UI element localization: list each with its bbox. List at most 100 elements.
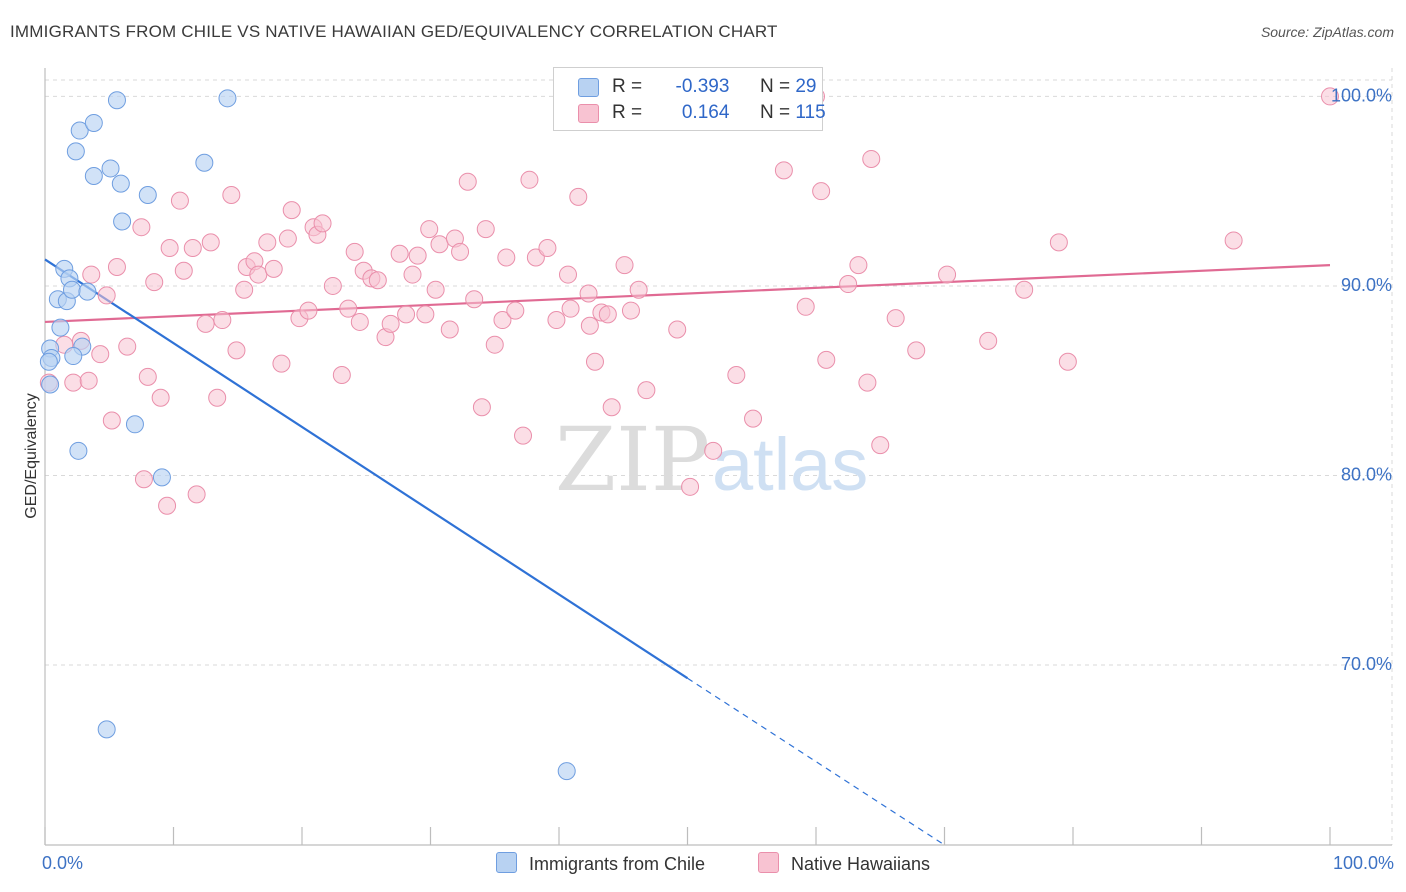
immigrants-from-chile-point	[69, 441, 88, 460]
y-axis-label: GED/Equivalency	[23, 393, 40, 518]
native-hawaiians-point	[538, 239, 557, 258]
native-hawaiians-point	[886, 309, 905, 328]
native-hawaiians-point	[201, 233, 220, 252]
native-hawaiians-point	[774, 161, 793, 180]
native-hawaiians-point	[812, 182, 831, 201]
legend-stats-chile: R = -0.393 N = 29	[612, 76, 817, 97]
immigrants-from-chile-point	[66, 142, 85, 161]
native-hawaiians-point	[264, 259, 283, 278]
native-hawaiians-point	[668, 320, 687, 339]
native-hawaiians-point	[629, 280, 648, 299]
native-hawaiians-point	[602, 398, 621, 417]
native-hawaiians-point	[397, 305, 416, 324]
native-hawaiians-point	[598, 305, 617, 324]
source-label: Source: ZipAtlas.com	[1260, 24, 1394, 40]
native-hawaiians-point	[145, 273, 164, 292]
watermark-zip: ZIP	[555, 408, 710, 511]
bottom-legend-swatch-chile	[496, 852, 517, 873]
native-hawaiians-point	[350, 312, 369, 331]
native-hawaiians-point	[174, 261, 193, 280]
immigrants-from-chile-point	[41, 375, 60, 394]
native-hawaiians-point	[579, 284, 598, 303]
native-hawaiians-point	[506, 301, 525, 320]
native-hawaiians-point	[451, 242, 470, 261]
native-hawaiians-point	[585, 352, 604, 371]
bottom-legend-label-hawaiians: Native Hawaiians	[791, 854, 931, 874]
native-hawaiians-point	[381, 314, 400, 333]
native-hawaiians-point	[282, 201, 301, 220]
native-hawaiians-trendline	[44, 263, 1331, 324]
watermark-atlas: atlas	[712, 423, 868, 506]
immigrants-from-chile-point	[62, 280, 81, 299]
native-hawaiians-point	[258, 233, 277, 252]
correlation-legend: R = -0.393 N = 29 R = 0.164 N = 115	[553, 67, 826, 131]
immigrants-from-chile-point	[138, 185, 157, 204]
immigrants-from-chile-point	[39, 352, 58, 371]
bottom-legend-label-chile: Immigrants from Chile	[529, 854, 706, 874]
immigrants-from-chile-point	[125, 415, 144, 434]
native-hawaiians-point	[187, 485, 206, 504]
native-hawaiians-point	[151, 388, 170, 407]
native-hawaiians-point	[817, 350, 836, 369]
immigrants-from-chile-point	[78, 282, 97, 301]
native-hawaiians-point	[839, 275, 858, 294]
bottom-legend-chile: Immigrants from Chile	[496, 852, 705, 875]
native-hawaiians-point	[64, 373, 83, 392]
native-hawaiians-point	[558, 265, 577, 284]
bottom-legend-hawaiians: Native Hawaiians	[758, 852, 930, 875]
watermark: ZIP atlas	[555, 408, 868, 511]
x-tick-label: 0.0%	[42, 853, 83, 873]
native-hawaiians-point	[907, 341, 926, 360]
immigrants-from-chile-point	[51, 318, 70, 337]
native-hawaiians-point	[102, 411, 121, 430]
native-hawaiians-point	[569, 187, 588, 206]
native-hawaiians-point	[1015, 280, 1034, 299]
native-hawaiians-point	[472, 398, 491, 417]
native-hawaiians-point	[1049, 233, 1068, 252]
native-hawaiians-point	[979, 331, 998, 350]
native-hawaiians-point	[615, 256, 634, 275]
native-hawaiians-point	[235, 280, 254, 299]
native-hawaiians-point	[796, 297, 815, 316]
native-hawaiians-point	[458, 172, 477, 191]
native-hawaiians-point	[213, 311, 232, 330]
native-hawaiians-point	[390, 244, 409, 263]
native-hawaiians-point	[208, 388, 227, 407]
native-hawaiians-point	[82, 265, 101, 284]
bottom-legend-swatch-hawaiians	[758, 852, 779, 873]
native-hawaiians-point	[637, 381, 656, 400]
native-hawaiians-point	[97, 286, 116, 305]
native-hawaiians-point	[547, 311, 566, 330]
native-hawaiians-point	[79, 371, 98, 390]
native-hawaiians-point	[704, 441, 723, 460]
native-hawaiians-point	[408, 246, 427, 265]
native-hawaiians-point	[1224, 231, 1243, 250]
native-hawaiians-point	[1058, 352, 1077, 371]
immigrants-from-chile-point	[107, 91, 126, 110]
native-hawaiians-point	[1321, 87, 1339, 106]
native-hawaiians-point	[91, 345, 110, 364]
native-hawaiians-point	[345, 242, 364, 261]
native-hawaiians-point	[132, 218, 151, 237]
trend-layer	[44, 258, 1331, 846]
native-hawaiians-point	[118, 337, 137, 356]
immigrants-from-chile-point	[113, 212, 132, 231]
native-hawaiians-point	[313, 214, 332, 233]
native-hawaiians-point	[520, 170, 539, 189]
native-hawaiians-point	[107, 257, 126, 276]
native-hawaiians-point	[416, 305, 435, 324]
native-hawaiians-point	[580, 316, 599, 335]
native-hawaiians-point	[871, 436, 890, 455]
legend-stats-hawaiians: R = 0.164 N = 115	[612, 102, 826, 123]
y-tick-label: 80.0%	[1341, 464, 1392, 484]
native-hawaiians-point	[222, 185, 241, 204]
immigrants-from-chile-point	[111, 174, 130, 193]
native-hawaiians-point	[323, 276, 342, 295]
native-hawaiians-point	[938, 265, 957, 284]
native-hawaiians-point	[681, 477, 700, 496]
native-hawaiians-point	[465, 290, 484, 309]
native-hawaiians-point	[561, 299, 580, 318]
native-hawaiians-point	[272, 354, 291, 373]
native-hawaiians-point	[158, 496, 177, 515]
